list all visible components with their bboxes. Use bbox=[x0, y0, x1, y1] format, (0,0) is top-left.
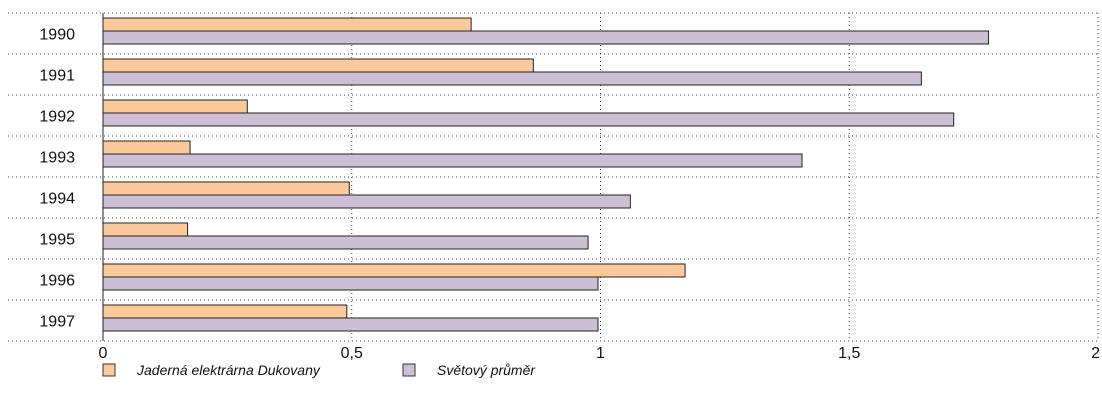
bar-1997-series-2 bbox=[102, 317, 599, 332]
x-tick-label: 1,5 bbox=[838, 345, 860, 362]
legend-label-world-average: Světový průměr bbox=[437, 362, 536, 378]
grid-lines bbox=[8, 12, 1099, 342]
category-label-1994: 1994 bbox=[39, 191, 75, 208]
bar-1995-series-2 bbox=[102, 235, 589, 250]
bar-1990-series-2 bbox=[102, 30, 990, 45]
bar-1990-series-1 bbox=[102, 17, 472, 32]
category-labels: 1990 1991 1992 1993 1994 1995 1996 1997 bbox=[39, 27, 75, 331]
x-tick-label: 2 bbox=[1091, 345, 1100, 362]
bar-1995-series-1 bbox=[102, 222, 189, 237]
legend-swatch-world-average bbox=[402, 363, 416, 377]
legend-label-dukovany: Jaderná elektrárna Dukovany bbox=[136, 362, 321, 378]
x-tick-labels: 0 0,5 1 1,5 2 bbox=[99, 345, 1101, 362]
category-label-1995: 1995 bbox=[39, 232, 75, 249]
bar-1992-series-1 bbox=[102, 99, 248, 114]
category-label-1991: 1991 bbox=[39, 68, 75, 85]
category-label-1996: 1996 bbox=[39, 273, 75, 290]
bar-1996-series-2 bbox=[102, 276, 599, 291]
x-tick-label: 1 bbox=[596, 345, 605, 362]
bar-1996-series-1 bbox=[102, 263, 686, 278]
bar-1991-series-1 bbox=[102, 58, 534, 73]
category-label-1992: 1992 bbox=[39, 109, 75, 126]
bars-group bbox=[102, 17, 990, 332]
bar-1993-series-2 bbox=[102, 153, 803, 168]
x-tick-label: 0 bbox=[99, 345, 108, 362]
x-tick-label: 0,5 bbox=[341, 345, 363, 362]
legend-swatch-dukovany bbox=[102, 363, 116, 377]
legend: Jaderná elektrárna Dukovany Světový prům… bbox=[102, 362, 536, 378]
bar-1994-series-1 bbox=[102, 181, 350, 196]
bar-1994-series-2 bbox=[102, 194, 631, 209]
category-label-1993: 1993 bbox=[39, 150, 75, 167]
bar-1997-series-1 bbox=[102, 304, 348, 319]
bar-1993-series-1 bbox=[102, 140, 191, 155]
bar-1991-series-2 bbox=[102, 71, 922, 86]
category-label-1990: 1990 bbox=[39, 27, 75, 44]
bar-1992-series-2 bbox=[102, 112, 955, 127]
category-label-1997: 1997 bbox=[39, 314, 75, 331]
